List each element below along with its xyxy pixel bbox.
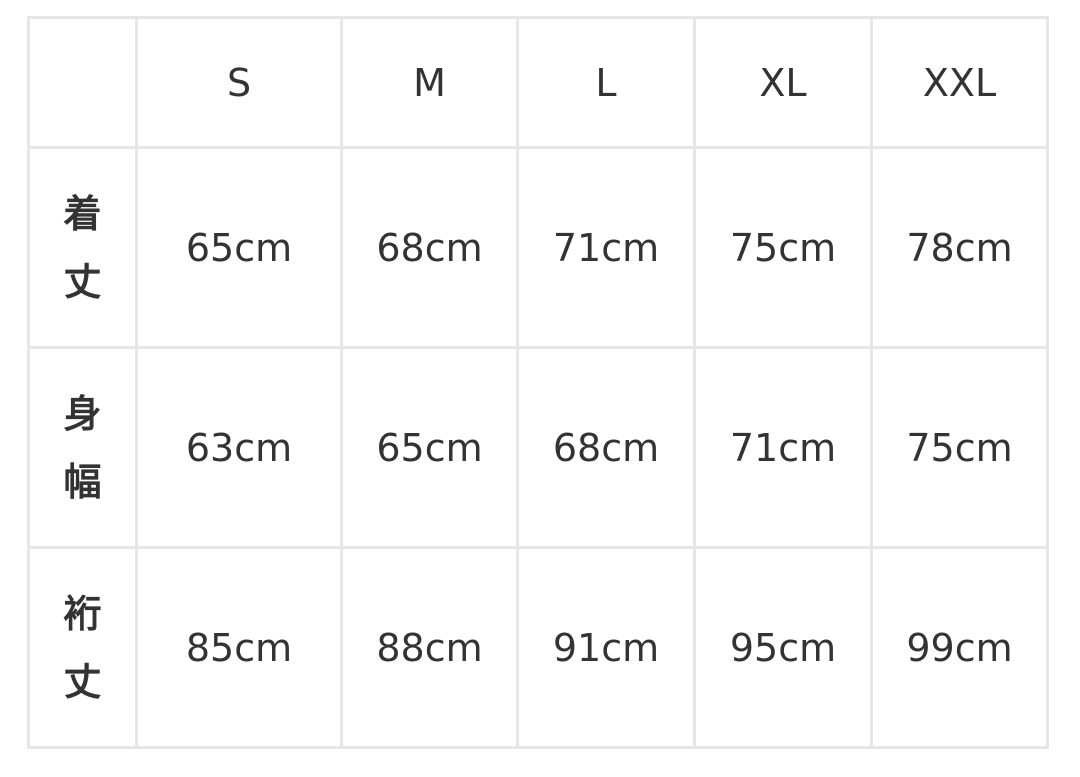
- measurement-cell: 71cm: [516, 146, 696, 349]
- size-chart-table: S M L XL XXL 着丈 65cm 68cm 71cm 75cm 78cm 身幅 63cm 65cm…: [27, 16, 1049, 749]
- measurement-cell: 65cm: [135, 146, 343, 349]
- size-header-s: S: [135, 16, 343, 149]
- row-header: 着丈: [27, 146, 138, 349]
- measurement-cell: 95cm: [693, 546, 873, 749]
- measurement-cell: 78cm: [870, 146, 1049, 349]
- measurement-cell: 68cm: [516, 346, 696, 549]
- row-header-char: 身: [63, 391, 102, 436]
- row-header-char: 丈: [63, 259, 102, 304]
- row-header: 裄丈: [27, 546, 138, 749]
- row-header-char: 丈: [63, 659, 102, 704]
- row-header-char: 着: [63, 191, 102, 236]
- header-row: S M L XL XXL: [27, 16, 1049, 149]
- corner-cell: [27, 16, 138, 149]
- size-header-xxl: XXL: [870, 16, 1049, 149]
- measurement-cell: 65cm: [340, 346, 519, 549]
- measurement-cell: 75cm: [870, 346, 1049, 549]
- table-row: 裄丈 85cm 88cm 91cm 95cm 99cm: [27, 546, 1049, 749]
- row-header-char: 裄: [63, 591, 102, 636]
- size-header-m: M: [340, 16, 519, 149]
- measurement-cell: 88cm: [340, 546, 519, 749]
- measurement-cell: 71cm: [693, 346, 873, 549]
- size-header-l: L: [516, 16, 696, 149]
- row-header-char: 幅: [63, 459, 102, 504]
- measurement-cell: 68cm: [340, 146, 519, 349]
- measurement-cell: 99cm: [870, 546, 1049, 749]
- table-row: 身幅 63cm 65cm 68cm 71cm 75cm: [27, 346, 1049, 549]
- measurement-cell: 75cm: [693, 146, 873, 349]
- table-row: 着丈 65cm 68cm 71cm 75cm 78cm: [27, 146, 1049, 349]
- measurement-cell: 63cm: [135, 346, 343, 549]
- measurement-cell: 91cm: [516, 546, 696, 749]
- measurement-cell: 85cm: [135, 546, 343, 749]
- size-header-xl: XL: [693, 16, 873, 149]
- row-header: 身幅: [27, 346, 138, 549]
